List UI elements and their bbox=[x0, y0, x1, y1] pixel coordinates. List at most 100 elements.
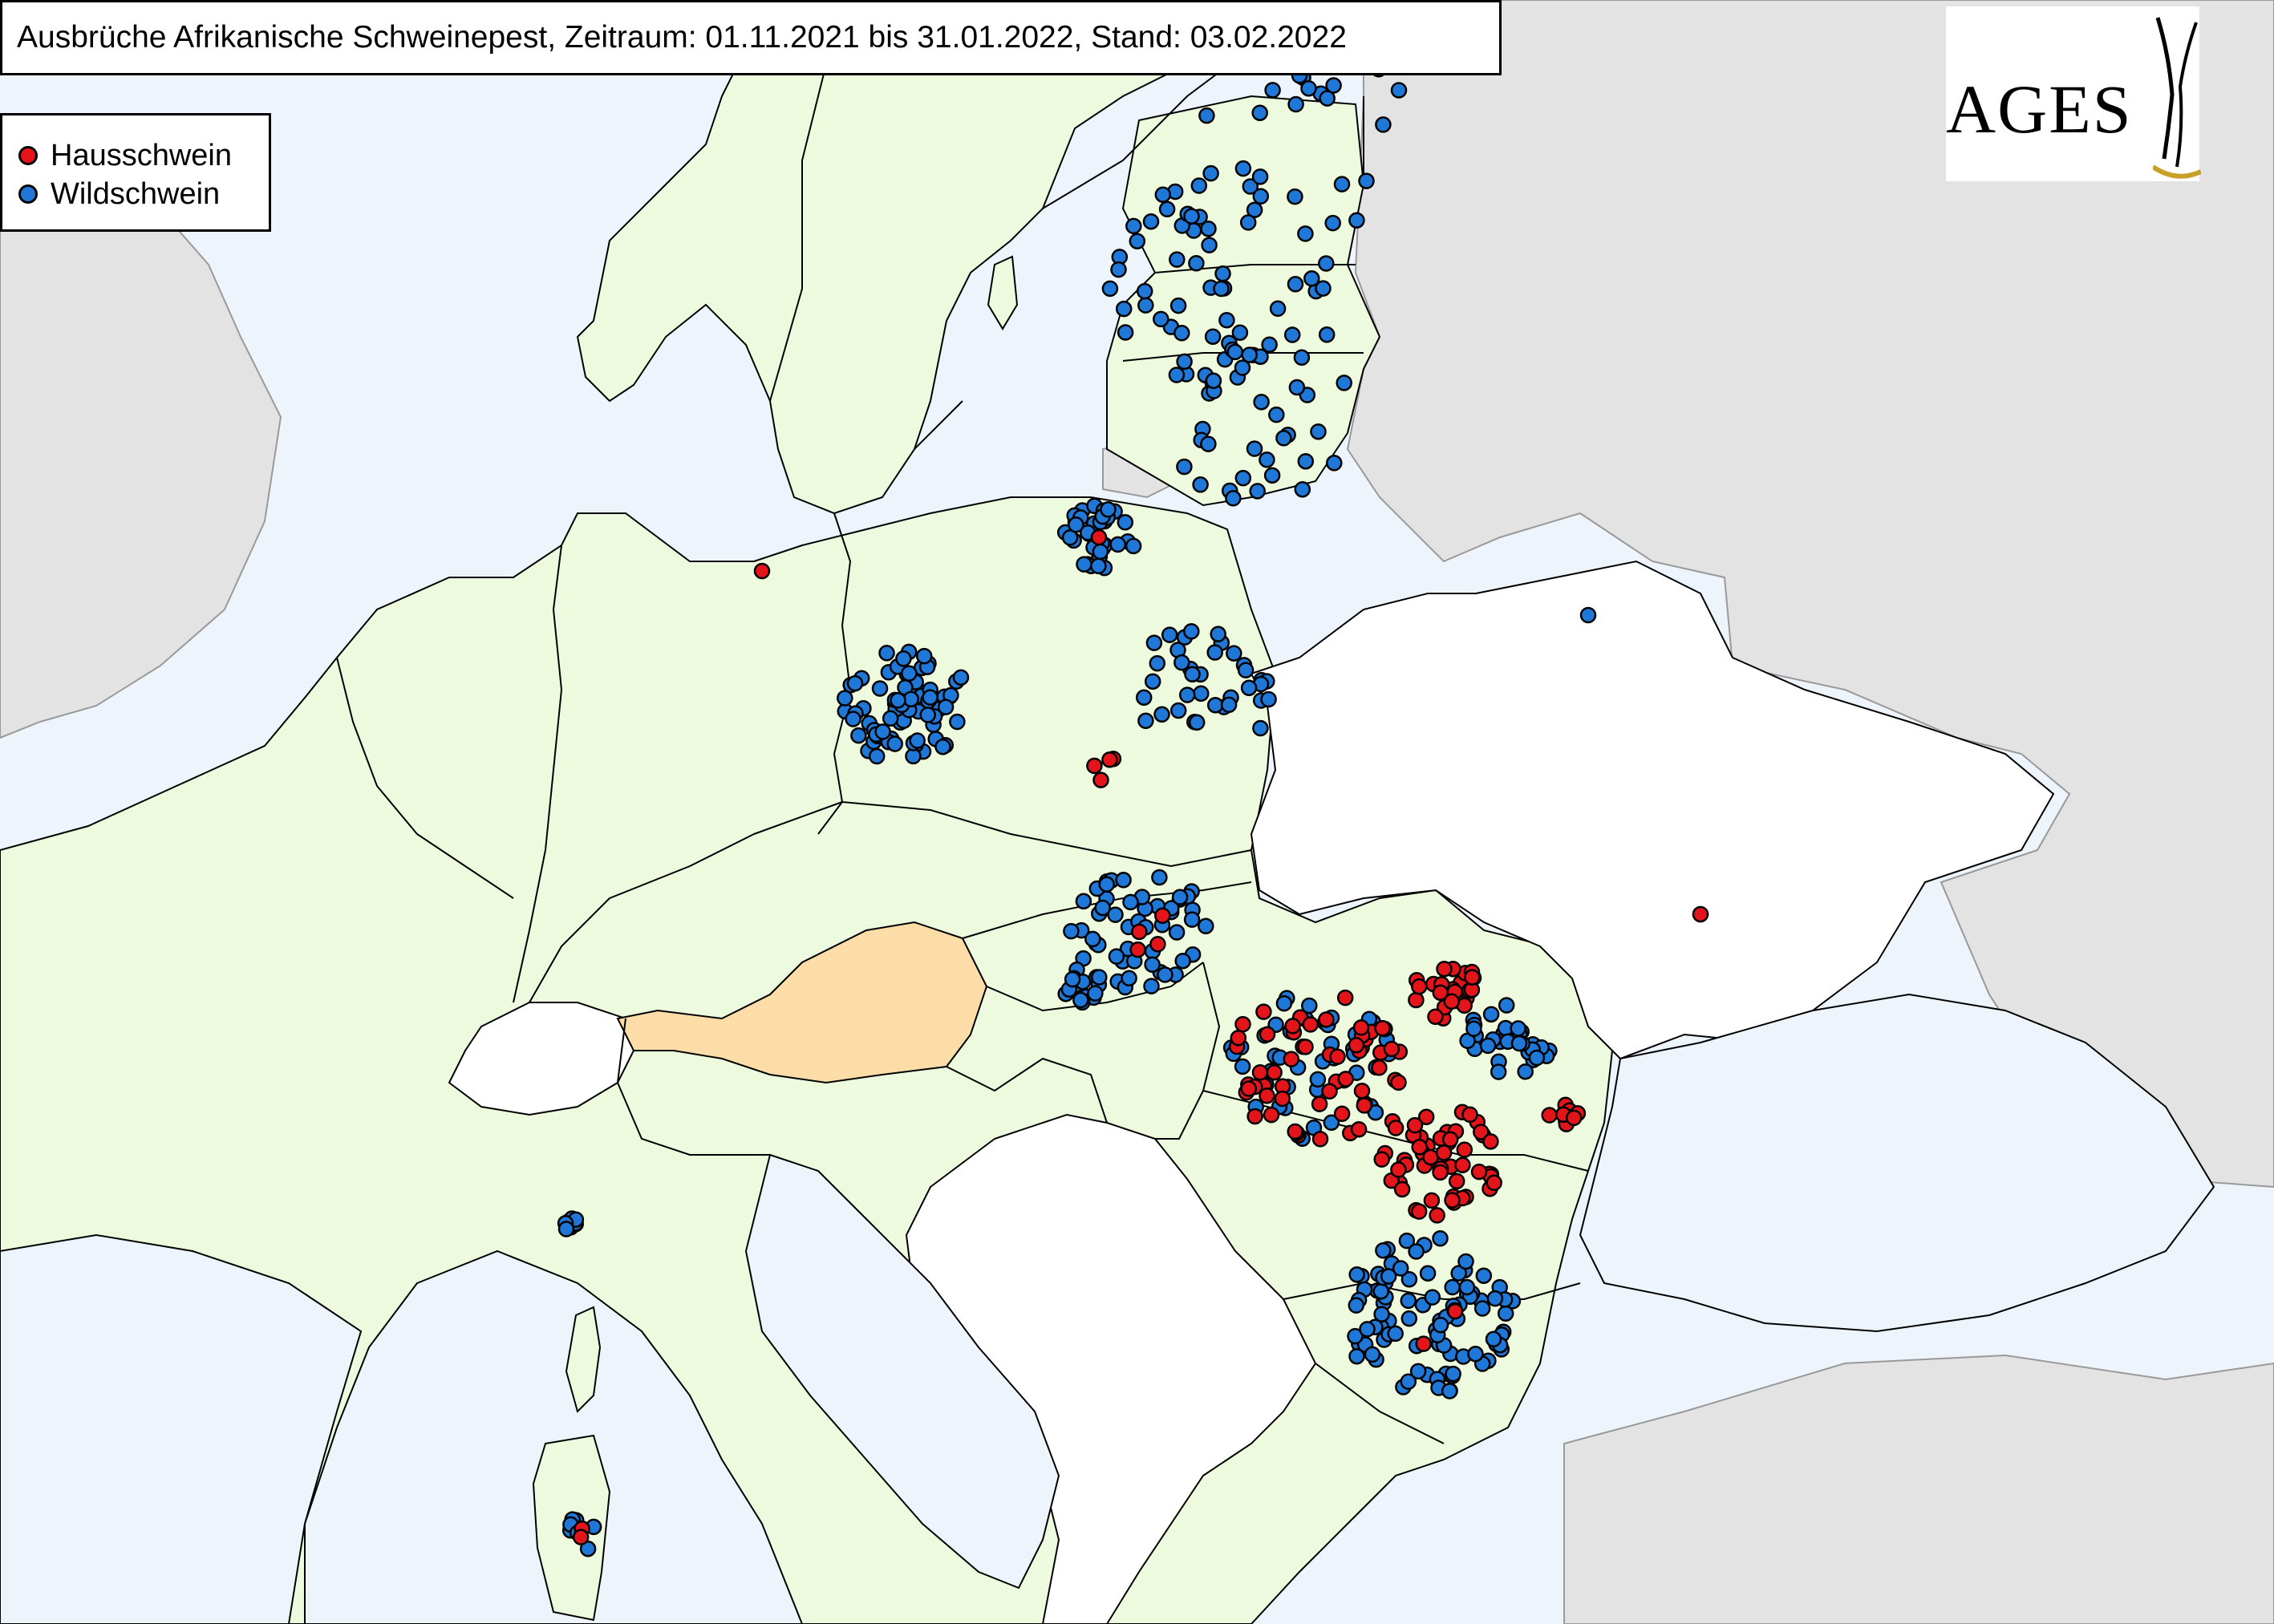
outbreak-wildschwein-dot bbox=[1400, 1373, 1417, 1391]
outbreak-hausschwein-dot bbox=[1129, 941, 1146, 958]
outbreak-hausschwein-dot bbox=[1411, 1139, 1428, 1156]
outbreak-wildschwein-dot bbox=[1214, 265, 1231, 282]
outbreak-markers bbox=[557, 39, 1709, 1557]
outbreak-wildschwein-dot bbox=[882, 710, 899, 727]
outbreak-wildschwein-dot bbox=[1251, 104, 1268, 121]
island-gotland bbox=[987, 255, 1019, 330]
outbreak-wildschwein-dot bbox=[1234, 160, 1252, 177]
outbreak-wildschwein-dot bbox=[1424, 1289, 1441, 1306]
outbreak-hausschwein-dot bbox=[572, 1529, 590, 1545]
outbreak-wildschwein-dot bbox=[1375, 1242, 1392, 1259]
outbreak-wildschwein-dot bbox=[1136, 282, 1153, 300]
outbreak-wildschwein-dot bbox=[1171, 889, 1189, 905]
outbreak-wildschwein-dot bbox=[1157, 966, 1173, 983]
outbreak-hausschwein-dot bbox=[1251, 1064, 1269, 1081]
outbreak-wildschwein-dot bbox=[1117, 514, 1134, 531]
outbreak-wildschwein-dot bbox=[1358, 172, 1375, 189]
outbreak-wildschwein-dot bbox=[1192, 476, 1209, 493]
outbreak-hausschwein-dot bbox=[1473, 1124, 1490, 1140]
outbreak-wildschwein-dot bbox=[837, 690, 853, 707]
outbreak-wildschwein-dot bbox=[1115, 872, 1132, 889]
outbreak-wildschwein-dot bbox=[1517, 1063, 1534, 1080]
outbreak-hausschwein-dot bbox=[1435, 1144, 1453, 1161]
outbreak-wildschwein-dot bbox=[1359, 1321, 1376, 1338]
outbreak-wildschwein-dot bbox=[1372, 1282, 1389, 1300]
outbreak-wildschwein-dot bbox=[1234, 359, 1251, 376]
outbreak-wildschwein-dot bbox=[878, 645, 895, 662]
outbreak-wildschwein-dot bbox=[1137, 712, 1154, 730]
outbreak-wildschwein-dot bbox=[846, 674, 864, 692]
outbreak-wildschwein-dot bbox=[1206, 696, 1224, 714]
outbreak-wildschwein-dot bbox=[1390, 82, 1408, 99]
title-box: Ausbrüche Afrikanische Schweinepest, Zei… bbox=[0, 0, 1502, 75]
outbreak-wildschwein-dot bbox=[1063, 922, 1080, 940]
outbreak-wildschwein-dot bbox=[1473, 1300, 1491, 1317]
outbreak-wildschwein-dot bbox=[1158, 200, 1176, 218]
outbreak-hausschwein-dot bbox=[1283, 1051, 1300, 1067]
outbreak-wildschwein-dot bbox=[1239, 214, 1257, 231]
outbreak-wildschwein-dot bbox=[1246, 440, 1263, 457]
outbreak-hausschwein-dot bbox=[1336, 989, 1354, 1006]
outbreak-hausschwein-dot bbox=[1464, 969, 1481, 986]
outbreak-wildschwein-dot bbox=[1173, 325, 1190, 342]
outbreak-hausschwein-dot bbox=[1443, 993, 1461, 1010]
outbreak-wildschwein-dot bbox=[1249, 483, 1266, 500]
outbreak-wildschwein-dot bbox=[1240, 679, 1258, 696]
outbreak-wildschwein-dot bbox=[1226, 343, 1244, 361]
red-dot-icon bbox=[18, 146, 38, 165]
outbreak-wildschwein-dot bbox=[1318, 255, 1335, 272]
outbreak-hausschwein-dot bbox=[1383, 1040, 1400, 1058]
outbreak-hausschwein-dot bbox=[1482, 1133, 1499, 1150]
outbreak-wildschwein-dot bbox=[901, 665, 918, 682]
outbreak-wildschwein-dot bbox=[1176, 353, 1193, 371]
outbreak-wildschwein-dot bbox=[1153, 706, 1170, 723]
country-austria bbox=[616, 921, 988, 1084]
outbreak-hausschwein-dot bbox=[1448, 1172, 1465, 1190]
outbreak-hausschwein-dot bbox=[1350, 1120, 1368, 1138]
outbreak-hausschwein-dot bbox=[1287, 1123, 1303, 1140]
outbreak-wildschwein-dot bbox=[1432, 1229, 1449, 1247]
outbreak-wildschwein-dot bbox=[1432, 1316, 1449, 1334]
outbreak-hausschwein-dot bbox=[1356, 1097, 1373, 1114]
outbreak-wildschwein-dot bbox=[1241, 346, 1258, 363]
outbreak-wildschwein-dot bbox=[915, 647, 933, 665]
outbreak-wildschwein-dot bbox=[1326, 455, 1343, 472]
outbreak-wildschwein-dot bbox=[1297, 225, 1314, 242]
legend-item-wildschwein: Wildschwein bbox=[18, 176, 220, 212]
outbreak-hausschwein-dot bbox=[1406, 1116, 1424, 1134]
outbreak-wildschwein-dot bbox=[1288, 379, 1306, 396]
outbreak-wildschwein-dot bbox=[1115, 300, 1133, 318]
outbreak-wildschwein-dot bbox=[1101, 280, 1119, 298]
outbreak-wildschwein-dot bbox=[1392, 1260, 1409, 1277]
outbreak-wildschwein-dot bbox=[1169, 297, 1187, 314]
outbreak-wildschwein-dot bbox=[1151, 869, 1168, 886]
outbreak-wildschwein-dot bbox=[1183, 208, 1200, 225]
outbreak-wildschwein-dot bbox=[1475, 1267, 1493, 1284]
outbreak-wildschwein-dot bbox=[1251, 168, 1269, 185]
outbreak-wildschwein-dot bbox=[1287, 95, 1304, 113]
outbreak-wildschwein-dot bbox=[1479, 1037, 1497, 1055]
outbreak-wildschwein-dot bbox=[1323, 1114, 1340, 1132]
outbreak-hausschwein-dot bbox=[1311, 1131, 1329, 1148]
outbreak-wildschwein-dot bbox=[1173, 654, 1190, 671]
outbreak-wildschwein-dot bbox=[1068, 516, 1084, 533]
outbreak-wildschwein-dot bbox=[1400, 1270, 1418, 1288]
country-belarus-ukraine bbox=[1250, 560, 2055, 1060]
outbreak-wildschwein-dot bbox=[1142, 213, 1160, 230]
outbreak-wildschwein-dot bbox=[1486, 1290, 1504, 1307]
outbreak-wildschwein-dot bbox=[1325, 77, 1342, 94]
outbreak-wildschwein-dot bbox=[1218, 311, 1235, 329]
outbreak-hausschwein-dot bbox=[1311, 1095, 1328, 1112]
outbreak-wildschwein-dot bbox=[1200, 435, 1217, 452]
outbreak-wildschwein-dot bbox=[1064, 970, 1081, 988]
outbreak-wildschwein-dot bbox=[1198, 107, 1215, 124]
island-corsica bbox=[565, 1306, 602, 1413]
outbreak-wildschwein-dot bbox=[1125, 537, 1142, 555]
outbreak-wildschwein-dot bbox=[1457, 1253, 1474, 1270]
outbreak-hausschwein-dot bbox=[1387, 1120, 1405, 1136]
outbreak-wildschwein-dot bbox=[1084, 930, 1101, 948]
outbreak-wildschwein-dot bbox=[1125, 217, 1142, 235]
outbreak-wildschwein-dot bbox=[1458, 1278, 1476, 1296]
outside-area-turkey bbox=[1563, 1354, 2274, 1624]
